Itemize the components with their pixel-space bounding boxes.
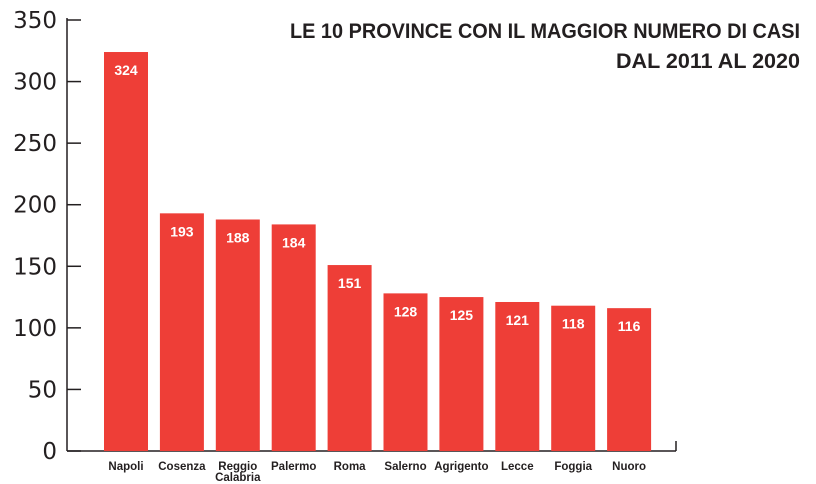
bar-roma	[327, 265, 372, 451]
bar-foggia	[551, 305, 596, 451]
x-tick-label: Lecce	[501, 461, 534, 473]
value-label: 193	[170, 223, 194, 239]
x-tick-label: Palermo	[271, 461, 316, 473]
bars	[104, 52, 652, 451]
value-label: 116	[618, 318, 641, 334]
chart-title-line-1: LE 10 PROVINCE CON IL MAGGIOR NUMERO DI …	[290, 20, 800, 43]
value-label: 188	[226, 229, 250, 245]
x-tick-label: Agrigento	[434, 461, 488, 473]
bar-lecce	[495, 301, 540, 451]
y-tick-label: 100	[13, 316, 57, 342]
axes: 0 50 100 150 200 250 300 350	[13, 8, 677, 465]
chart-title-line-2: DAL 2011 AL 2020	[616, 50, 800, 73]
bar-napoli	[104, 52, 148, 451]
x-tick-label: Foggia	[554, 461, 592, 473]
y-tick-label: 300	[13, 70, 57, 96]
x-tick-label: Salerno	[384, 461, 426, 473]
x-tick-label: Calabria	[215, 472, 261, 484]
y-tick-label: 150	[13, 254, 57, 280]
value-label: 125	[450, 307, 474, 323]
value-label: 324	[114, 62, 138, 78]
bar-nuoro	[607, 308, 652, 451]
bar-palermo	[271, 224, 316, 451]
bar-agrigento	[439, 297, 484, 451]
value-label: 121	[506, 312, 530, 328]
value-label: 118	[562, 316, 585, 332]
value-label: 151	[338, 275, 362, 291]
chart-title: LE 10 PROVINCE CON IL MAGGIOR NUMERO DI …	[290, 20, 800, 73]
bar-salerno	[383, 293, 428, 451]
value-label: 184	[282, 234, 306, 250]
y-tick-label: 0	[42, 439, 57, 465]
y-tick-label: 250	[13, 131, 57, 157]
bar-reggio-calabria	[215, 219, 260, 451]
y-tick-label: 50	[28, 377, 57, 403]
bar-cosenza	[159, 213, 204, 451]
x-tick-label: Cosenza	[158, 461, 206, 473]
value-label: 128	[394, 303, 418, 319]
x-tick-label: Nuoro	[612, 461, 646, 473]
x-tick-label: Napoli	[108, 461, 143, 473]
y-tick-label: 350	[13, 8, 57, 34]
y-tick-label: 200	[13, 193, 57, 219]
x-tick-label: Reggio	[218, 461, 257, 473]
x-tick-label: Roma	[334, 461, 367, 473]
